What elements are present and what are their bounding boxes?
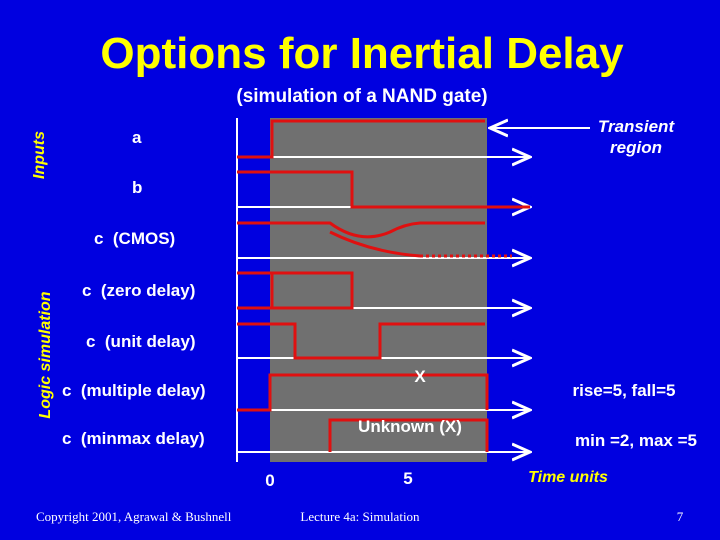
- time-tick: 5: [403, 469, 412, 488]
- transient-region: [270, 118, 487, 462]
- signal-label: b: [132, 178, 142, 197]
- waveforms: [237, 119, 530, 452]
- signal-label: c (CMOS): [94, 229, 175, 248]
- subtitle: (simulation of a NAND gate): [236, 86, 487, 107]
- footer-lecture: Lecture 4a: Simulation: [300, 509, 420, 524]
- transient-label: region: [610, 138, 662, 157]
- time-label: Time units: [528, 469, 608, 486]
- time-tick: 0: [265, 471, 274, 490]
- x-annotation: X: [414, 367, 426, 386]
- title: Options for Inertial Delay: [100, 29, 624, 78]
- signal-label: c (multiple delay): [62, 381, 206, 400]
- note: min =2, max =5: [575, 431, 697, 450]
- transient-label: Transient: [598, 117, 676, 136]
- footer-copyright: Copyright 2001, Agrawal & Bushnell: [36, 509, 232, 524]
- unknown-annotation: Unknown (X): [358, 417, 462, 436]
- signal-label: c (unit delay): [86, 332, 196, 351]
- signal-label: a: [132, 128, 142, 147]
- logic-sim-label: Logic simulation: [37, 291, 54, 418]
- signal-label: c (minmax delay): [62, 429, 205, 448]
- signal-label: c (zero delay): [82, 281, 195, 300]
- inputs-label: Inputs: [31, 131, 48, 179]
- note: rise=5, fall=5: [572, 381, 675, 400]
- page-number: 7: [677, 509, 684, 524]
